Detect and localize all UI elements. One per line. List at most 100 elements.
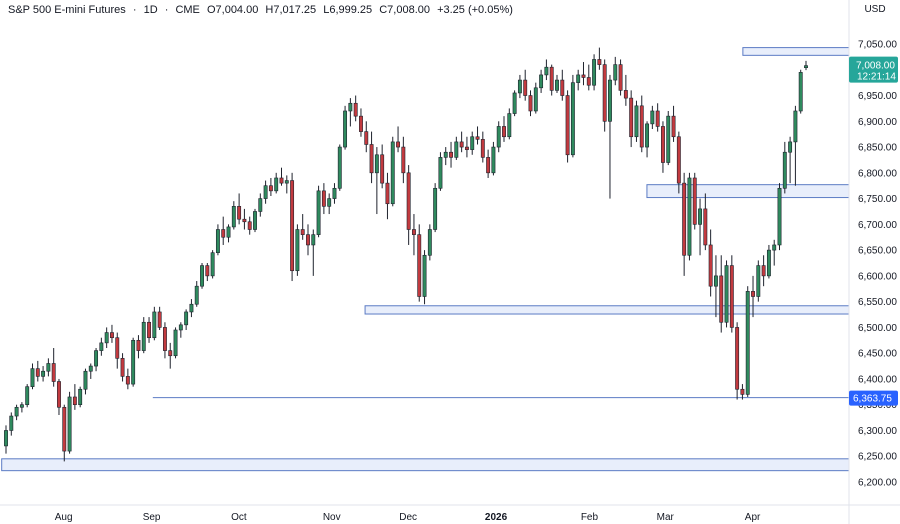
candle: [401, 136, 406, 184]
date-label: Oct: [231, 512, 247, 523]
candle-body: [608, 79, 612, 122]
support-zone: [1, 458, 850, 472]
candle-body: [343, 110, 348, 148]
candle-body: [353, 102, 358, 117]
price-axis[interactable]: 6,200.00 6,250.00 6,300.00 6,350.00 6,400.00…: [848, 0, 897, 524]
candle: [99, 337, 104, 356]
candle-body: [486, 157, 491, 174]
candle-body: [141, 321, 146, 351]
candle-body: [41, 370, 46, 377]
candle-body: [555, 79, 559, 91]
candle: [385, 172, 390, 220]
price-tick-label: 6,800.00: [858, 168, 897, 179]
candle: [110, 324, 114, 343]
candle: [623, 74, 628, 106]
candle: [390, 136, 395, 207]
candle-body: [274, 177, 279, 192]
support-zone: [742, 47, 850, 56]
candle: [592, 54, 597, 91]
candle-body: [215, 229, 220, 253]
candle-body: [178, 324, 183, 331]
candle: [422, 250, 427, 305]
candle-body: [438, 157, 443, 189]
candle-body: [623, 90, 628, 99]
candle-body: [729, 265, 734, 328]
candle: [14, 404, 19, 421]
candle: [804, 60, 808, 71]
candle: [337, 144, 342, 191]
candle-body: [125, 376, 130, 385]
candle: [708, 229, 713, 297]
interval[interactable]: 1D: [143, 4, 158, 16]
candle: [353, 95, 358, 122]
currency-button[interactable]: USD: [864, 4, 886, 15]
candle: [274, 172, 279, 194]
candle: [284, 175, 289, 194]
time-axis[interactable]: Aug Sep Oct Nov Dec 2026 Feb Mar Apr: [0, 504, 900, 523]
candle-body: [412, 229, 416, 235]
candle: [438, 152, 443, 191]
candle: [396, 126, 400, 153]
candle-body: [682, 182, 687, 256]
candle: [30, 363, 35, 390]
candle-body: [629, 97, 634, 138]
price-tick-label: 6,950.00: [858, 91, 897, 102]
candle: [581, 62, 586, 86]
candle-body: [480, 139, 485, 158]
candle-body: [332, 187, 337, 199]
candle-body: [35, 368, 40, 377]
candle-body: [51, 363, 56, 382]
candle: [586, 64, 591, 91]
candle-body: [374, 154, 379, 174]
candle: [380, 144, 385, 189]
candle-body: [147, 321, 151, 339]
candle-body: [761, 265, 766, 277]
candle-body: [115, 337, 120, 359]
candle: [162, 322, 167, 359]
candle: [194, 281, 199, 307]
candle-body: [120, 358, 125, 377]
candle: [682, 172, 687, 276]
price-tick-label: 6,350.00: [858, 400, 897, 411]
candle-body: [655, 110, 660, 127]
candle: [369, 131, 374, 184]
candle-body: [427, 229, 432, 256]
candle: [125, 368, 130, 390]
candle: [427, 224, 432, 261]
candle: [464, 136, 469, 158]
candle: [745, 286, 750, 397]
candle-body: [390, 141, 395, 205]
candle: [507, 108, 512, 140]
candle: [782, 141, 787, 194]
candle: [279, 167, 284, 186]
date-label: Sep: [143, 512, 161, 523]
candle-body: [751, 291, 755, 297]
candle-body: [284, 180, 289, 184]
candle-body: [300, 229, 305, 235]
candle: [602, 59, 607, 132]
level-badge-bg: [849, 390, 898, 406]
candle: [655, 103, 660, 132]
candle: [443, 147, 448, 166]
price-tick-label: 6,200.00: [858, 478, 897, 489]
candle-body: [94, 350, 99, 367]
candle-body: [110, 332, 114, 339]
candle: [253, 208, 257, 233]
candle: [645, 121, 650, 158]
candle: [62, 404, 67, 462]
candle-body: [258, 198, 263, 212]
symbol-name[interactable]: S&P 500 E-mini Futures: [8, 4, 126, 16]
candle-body: [671, 115, 676, 138]
exchange: CME: [175, 4, 200, 16]
candle: [433, 183, 438, 233]
candle-body: [560, 79, 565, 96]
zones-layer: [1, 47, 850, 472]
candle: [533, 82, 538, 114]
candle: [449, 141, 453, 168]
candle: [544, 59, 549, 81]
open-value: O7,004.00: [206, 4, 259, 16]
candle-body: [221, 229, 226, 238]
candle-body: [406, 172, 411, 230]
candle-body: [544, 66, 549, 76]
